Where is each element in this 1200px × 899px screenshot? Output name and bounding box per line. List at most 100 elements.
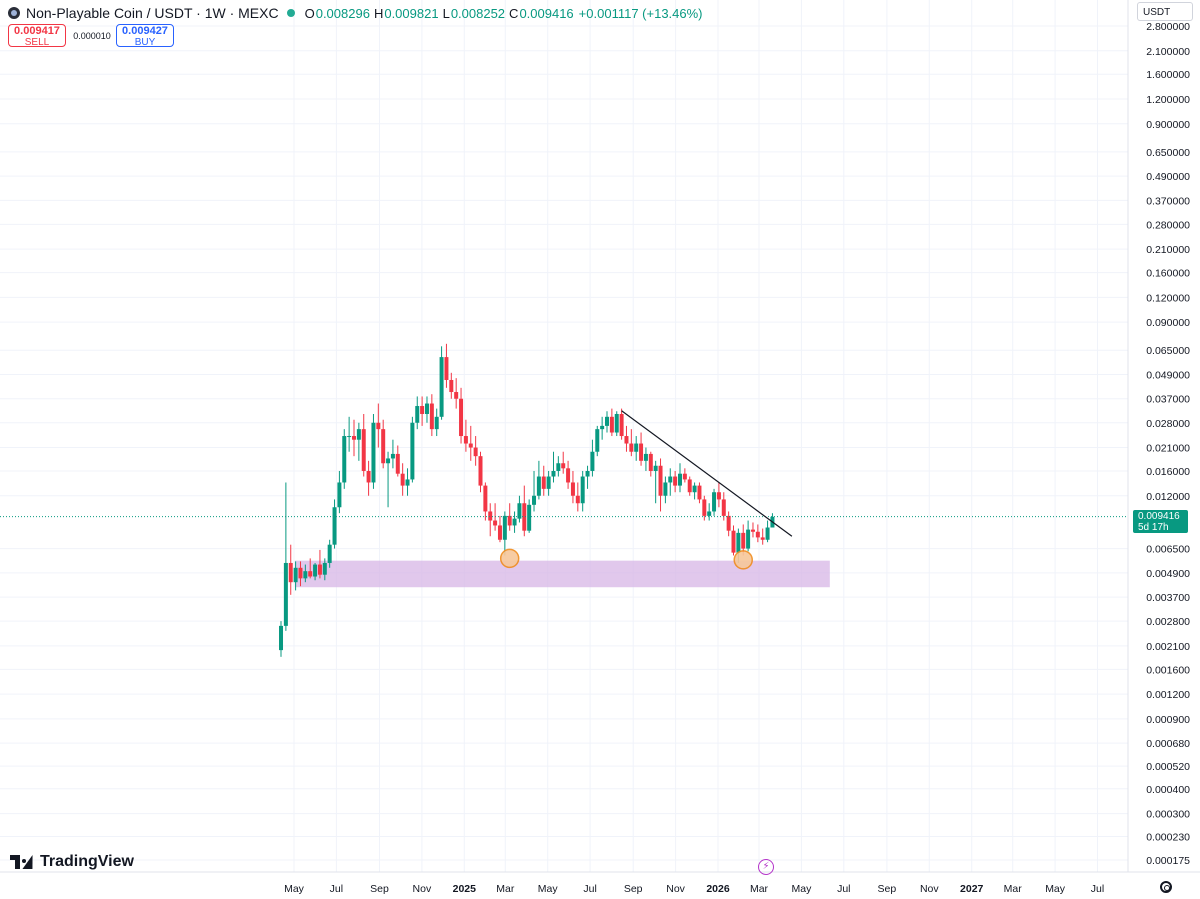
support-touch-marker	[499, 548, 520, 569]
price-axis-label: 0.002100	[1146, 641, 1190, 653]
candle-body	[687, 479, 692, 493]
price-axis-label: 1.200000	[1146, 94, 1190, 106]
candle	[478, 451, 483, 493]
ohlc-close-value: 0.009416	[519, 5, 574, 21]
candle-body	[424, 403, 429, 414]
price-axis-label: 0.002800	[1146, 616, 1190, 628]
price-axis-label: 0.000680	[1146, 738, 1190, 750]
time-axis-label: May	[284, 883, 305, 895]
candle-body	[566, 468, 571, 483]
candle	[707, 503, 712, 521]
ohlc-open-value: 0.008296	[315, 5, 370, 21]
candle	[532, 470, 537, 512]
candle-body	[551, 470, 556, 477]
candle	[755, 524, 760, 543]
candle	[731, 525, 736, 556]
last-price-tag: 0.009416 5d 17h	[1133, 510, 1188, 533]
candle	[390, 439, 395, 469]
time-axis-label: 2025	[453, 883, 477, 895]
price-axis-label: 0.280000	[1146, 219, 1190, 231]
time-axis-label: 2026	[706, 883, 730, 895]
candle	[750, 522, 755, 538]
settings-gear-icon[interactable]	[1160, 881, 1172, 893]
price-axis-label: 0.001200	[1146, 689, 1190, 701]
price-axis-label: 0.210000	[1146, 244, 1190, 256]
candle	[561, 451, 566, 474]
sell-button[interactable]: 0.009417 SELL	[8, 24, 66, 48]
candle	[395, 445, 400, 477]
candle	[653, 460, 658, 504]
candle	[288, 544, 293, 595]
candle-body	[658, 465, 663, 496]
price-axis-label: 0.065000	[1146, 345, 1190, 357]
time-axis-label: 2027	[960, 883, 984, 895]
candle	[692, 482, 697, 500]
candle	[648, 451, 653, 477]
candles	[279, 343, 775, 657]
symbol-title[interactable]: Non-Playable Coin / USDT · 1W · MEXC	[26, 5, 279, 21]
candle	[463, 419, 468, 452]
candle-body	[541, 476, 546, 489]
candle	[673, 470, 678, 493]
time-axis-label: Nov	[413, 883, 432, 895]
candle-body	[512, 518, 517, 526]
candle	[624, 425, 629, 452]
candle	[371, 413, 376, 489]
candle-body	[527, 504, 532, 531]
candle-body	[585, 470, 590, 477]
candle	[643, 447, 648, 471]
candle	[502, 511, 507, 556]
candle-body	[400, 473, 405, 486]
currency-selector[interactable]: USDT	[1137, 2, 1193, 21]
buy-button[interactable]: 0.009427 BUY	[116, 24, 174, 48]
ohlc-low-value: 0.008252	[450, 5, 506, 21]
candle-body	[327, 544, 332, 563]
candle	[327, 539, 332, 568]
candle	[551, 451, 556, 483]
candle	[488, 503, 493, 537]
candle-body	[741, 532, 746, 549]
tradingview-logo[interactable]: TradingView	[10, 852, 134, 872]
candle-body	[483, 485, 488, 512]
candle-body	[653, 465, 658, 471]
candle	[356, 422, 361, 461]
price-axis-label: 0.003700	[1146, 592, 1190, 604]
candle	[283, 482, 288, 631]
candle-body	[342, 436, 347, 483]
price-axis-label: 0.012000	[1146, 491, 1190, 503]
candle	[400, 463, 405, 496]
price-axis-label: 2.100000	[1146, 46, 1190, 58]
candle	[468, 425, 473, 461]
time-axis-label: May	[538, 883, 559, 895]
candle	[303, 564, 308, 583]
price-axis-label: 0.000300	[1146, 809, 1190, 821]
candle-body	[366, 470, 371, 483]
candle-body	[595, 429, 600, 452]
candle-body	[697, 485, 702, 500]
time-axis-label: Jul	[330, 883, 343, 895]
candle-body	[390, 453, 395, 459]
candle	[351, 419, 356, 457]
candle-body	[600, 425, 605, 430]
buy-label: BUY	[134, 37, 156, 48]
lightning-icon[interactable]: ⚡	[758, 859, 774, 875]
ohlc-high-key: H	[373, 5, 384, 21]
symbol-header[interactable]: Non-Playable Coin / USDT · 1W · MEXC O 0.…	[8, 4, 703, 22]
candle	[590, 439, 595, 477]
candle	[337, 470, 342, 514]
candle-body	[716, 492, 721, 500]
candle	[449, 372, 454, 399]
candle	[522, 485, 527, 537]
candle-body	[429, 403, 434, 430]
candle-body	[415, 406, 420, 423]
candle	[434, 408, 439, 437]
time-axis-label: Jul	[837, 883, 850, 895]
candle-body	[497, 525, 502, 540]
candle-body	[468, 443, 473, 448]
candle-body	[707, 511, 712, 516]
time-axis-label: Sep	[370, 883, 389, 895]
price-axis-label: 0.001600	[1146, 664, 1190, 676]
candle-body	[347, 436, 352, 438]
